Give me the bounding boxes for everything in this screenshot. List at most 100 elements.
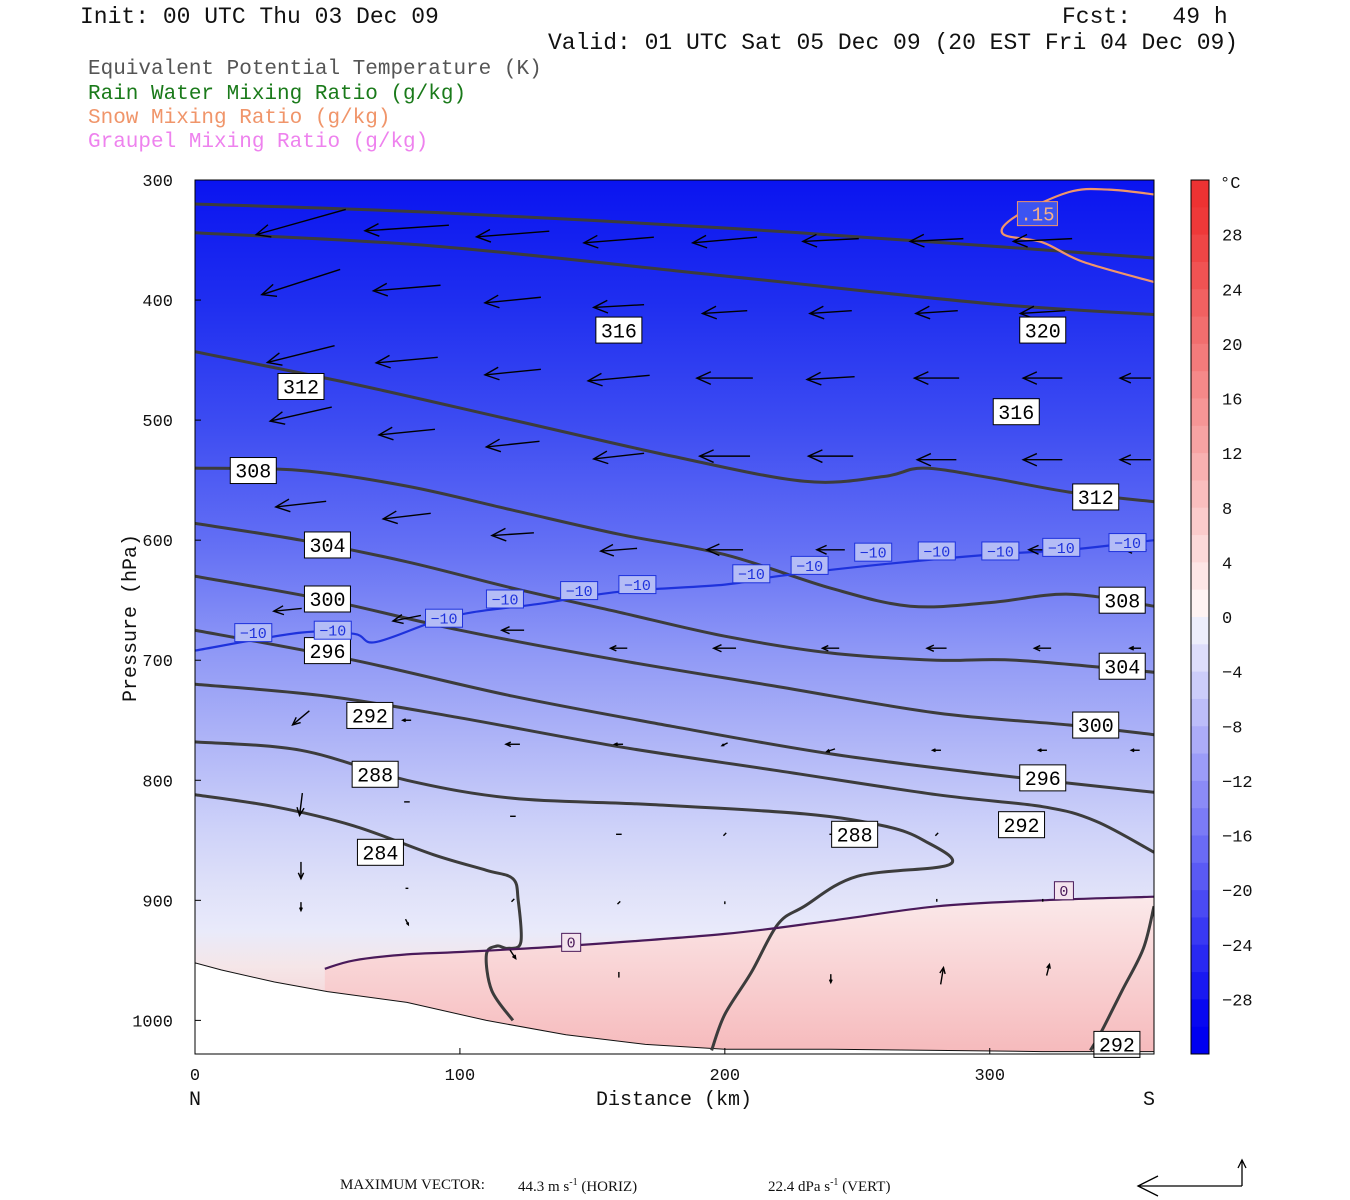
x-end-label-left: N (189, 1089, 201, 1112)
wind-vector (1045, 962, 1051, 976)
wind-vector (908, 233, 964, 248)
svg-text:−10: −10 (491, 592, 518, 609)
isotherm-0 (324, 895, 1154, 970)
colorbar-tick-label: −20 (1222, 883, 1253, 902)
theta-e-label-288: 288 (831, 820, 879, 848)
wind-vector (490, 527, 534, 542)
svg-text:−10: −10 (923, 544, 950, 561)
wind-vector (377, 426, 436, 441)
wind-vector (801, 233, 859, 248)
y-tick-label: 900 (142, 893, 173, 912)
colorbar-tick-label: 28 (1222, 228, 1242, 247)
wind-vector (1118, 454, 1151, 466)
init-time: Init: 00 UTC Thu 03 Dec 09 (80, 4, 439, 30)
wind-vector (586, 372, 650, 387)
isotherm-label--10: −10 (917, 541, 956, 561)
isotherm-label--10: −10 (425, 608, 464, 629)
colorbar-tick-label: 20 (1222, 337, 1242, 356)
svg-text:292: 292 (352, 707, 388, 730)
wind-vector (401, 718, 412, 723)
wind-vector (1118, 372, 1151, 384)
wind-vector (828, 974, 833, 985)
theta-e-label-308: 308 (1098, 586, 1146, 614)
colorbar-cell (1191, 890, 1209, 918)
colorbar-tick-label: −4 (1222, 665, 1242, 684)
svg-text:−10: −10 (319, 624, 346, 641)
isotherm-label--10: −10 (560, 581, 599, 601)
isotherm-label--10: −10 (234, 623, 273, 643)
colorbar-cell (1191, 780, 1209, 809)
wind-vector (695, 371, 753, 386)
wind-vector (912, 371, 960, 386)
wind-vector (297, 861, 305, 881)
theta-e-label-304: 304 (303, 531, 351, 559)
colorbar-cell (1191, 180, 1209, 208)
svg-text:−10: −10 (738, 567, 765, 584)
theta-e-label-284: 284 (356, 838, 404, 867)
wind-vector (504, 741, 520, 748)
wind-vector (291, 710, 310, 726)
plot-frame (194, 179, 1155, 1055)
wind-vector (474, 228, 550, 243)
wind-vector (299, 902, 303, 913)
wind-vector (934, 832, 939, 837)
colorbar-tick-label: −28 (1222, 992, 1253, 1011)
y-tick-label: 600 (142, 533, 173, 552)
colorbar-tick-label: 16 (1222, 392, 1242, 411)
svg-text:312: 312 (283, 378, 319, 401)
y-tick-label: 400 (142, 293, 173, 312)
colorbar-cell (1191, 644, 1209, 673)
svg-text:284: 284 (362, 844, 398, 867)
x-tick-label: 0 (190, 1067, 200, 1086)
isotherm-label--10: −10 (618, 575, 657, 595)
theta-e-label-292: 292 (1093, 1030, 1141, 1059)
colorbar-cell (1191, 371, 1209, 399)
colorbar-tick-label: 8 (1222, 501, 1232, 520)
wind-vector (582, 234, 654, 249)
wind-vector (697, 449, 751, 464)
wind-vector (483, 294, 541, 309)
colorbar-cell (1191, 535, 1209, 563)
wind-vector (483, 366, 541, 381)
colorbar-cell (1191, 453, 1209, 481)
wind-vector (616, 900, 621, 905)
svg-text:316: 316 (998, 403, 1034, 426)
wind-vector (268, 406, 332, 425)
svg-text:292: 292 (1099, 1036, 1135, 1059)
x-tick-label: 200 (710, 1067, 741, 1086)
wind-vector (484, 438, 540, 453)
x-end-label-right: S (1143, 1089, 1155, 1112)
colorbar-tick-label: 12 (1222, 446, 1242, 465)
colorbar-cell (1191, 261, 1209, 290)
svg-text:292: 292 (1004, 816, 1040, 839)
svg-text:−10: −10 (624, 578, 651, 595)
colorbar-cell (1191, 726, 1209, 755)
colorbar-tick-label: −24 (1222, 938, 1253, 957)
colorbar-cell (1191, 944, 1209, 973)
colorbar-cell (1191, 862, 1209, 891)
colorbar-cell (1191, 343, 1209, 372)
wind-vector (915, 452, 957, 467)
wind-vector (1128, 645, 1142, 651)
colorbar-cell (1191, 972, 1209, 1000)
wind-vector (704, 543, 744, 557)
wind-vector (722, 832, 727, 837)
colorbar-cell (1191, 507, 1209, 536)
y-axis-label: Pressure (hPa) (120, 534, 143, 702)
theta-e-contour-304 (195, 521, 1154, 674)
isotherm-label--10: −10 (313, 620, 352, 641)
svg-text:300: 300 (1078, 716, 1114, 739)
colorbar-cell (1191, 316, 1209, 345)
wind-vector (509, 949, 517, 960)
colorbar-tick-label: 0 (1222, 610, 1232, 629)
theta-e-label-316: 316 (992, 398, 1040, 426)
colorbar-tick-label: −16 (1222, 829, 1253, 848)
y-tick-label: 500 (142, 413, 173, 432)
theta-e-label-312: 312 (277, 372, 325, 401)
wind-vector (381, 510, 431, 525)
colorbar-cell (1191, 671, 1209, 700)
theta-e-contour-284 (195, 793, 523, 1022)
isotherm-label--10: −10 (1042, 537, 1081, 558)
svg-text:−10: −10 (431, 612, 458, 629)
